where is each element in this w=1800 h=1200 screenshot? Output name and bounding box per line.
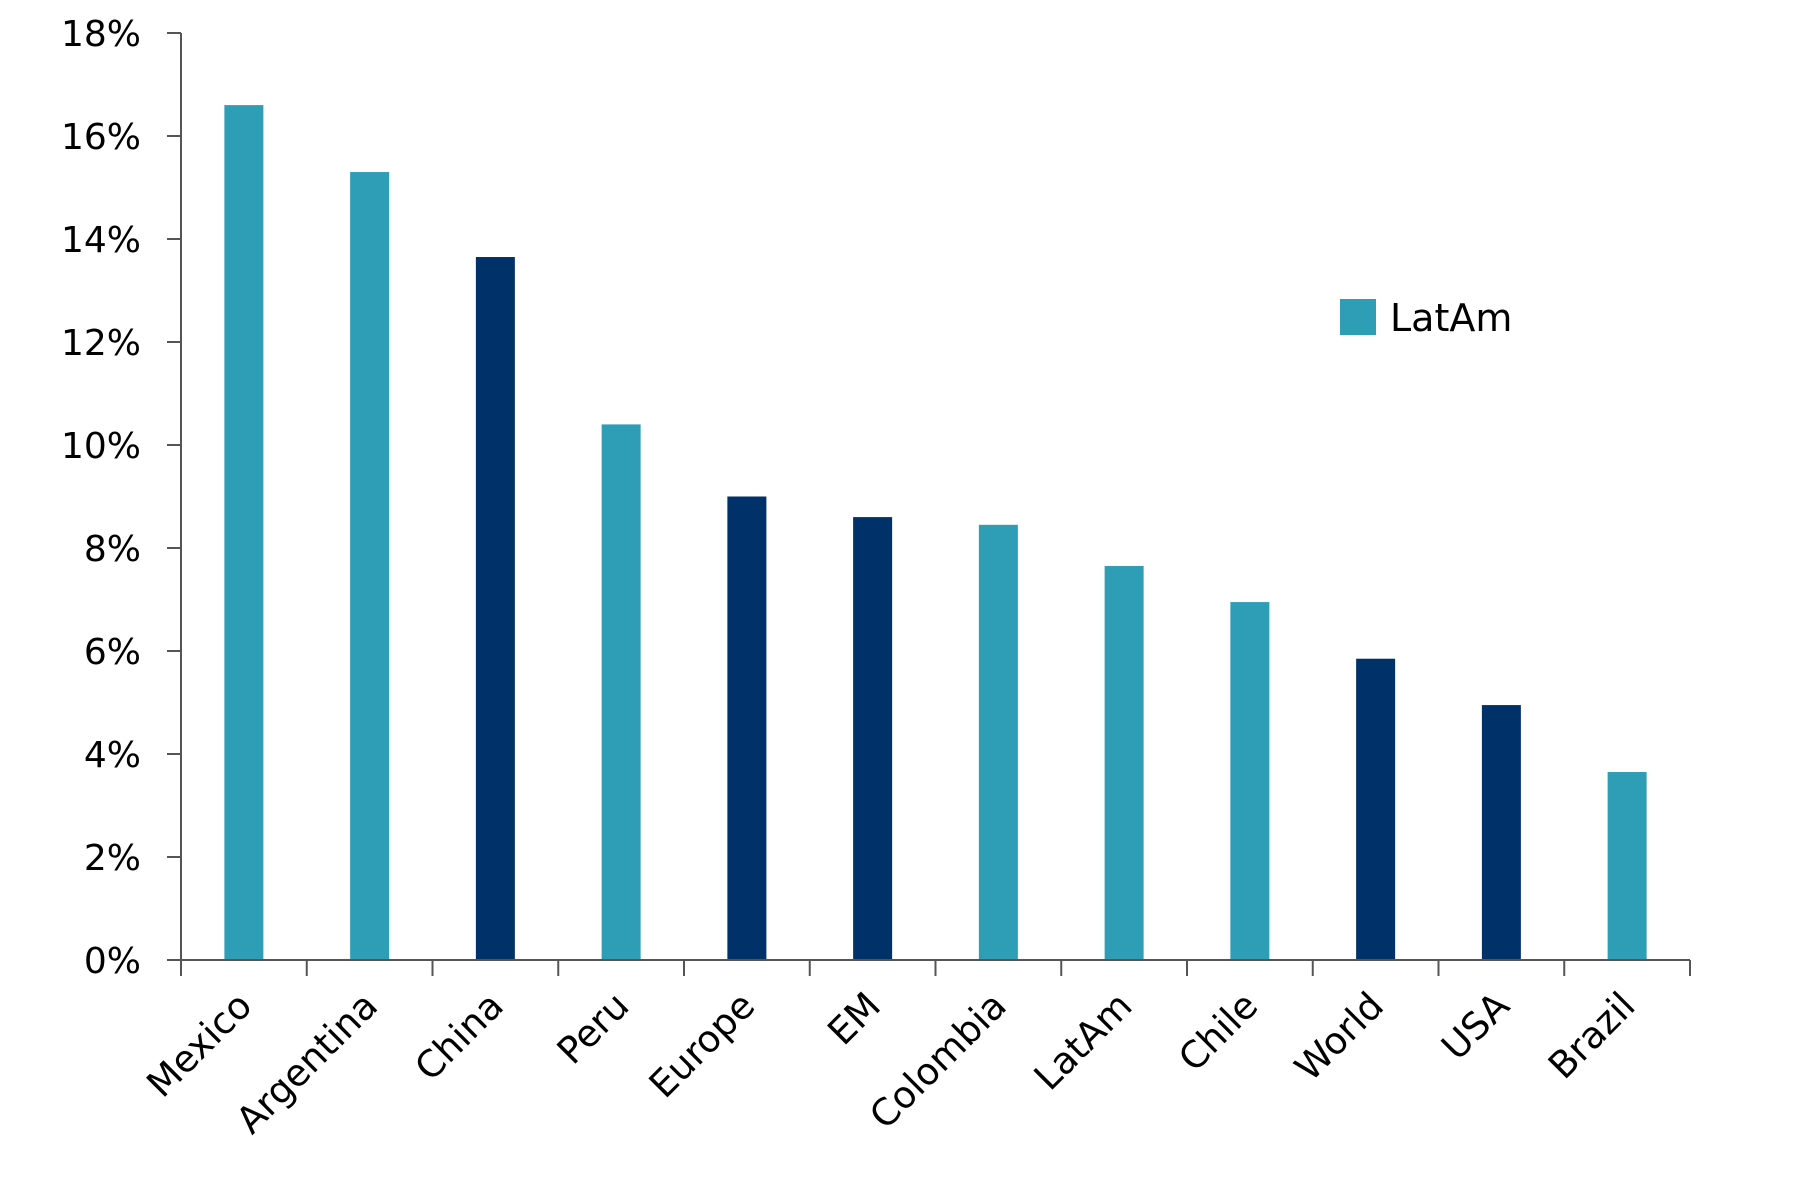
bars [224, 105, 1647, 961]
x-tick-label: USA [1433, 984, 1518, 1069]
x-axis [180, 959, 1691, 976]
bar-peru [601, 424, 641, 960]
x-tick-label: Europe [641, 984, 763, 1106]
bar-usa [1481, 705, 1521, 960]
x-tick-label: World [1287, 984, 1392, 1089]
y-axis: 0% 2% 4% 6% 8% 10% 12% 14% 16% 18% [61, 14, 182, 982]
y-tick-label: 16% [61, 117, 141, 158]
y-tick-label: 14% [61, 220, 141, 261]
y-tick-label: 12% [61, 323, 141, 364]
legend-swatch [1340, 299, 1376, 335]
bar-china [475, 257, 515, 960]
y-tick-label: 4% [84, 735, 141, 776]
bar-argentina [350, 172, 390, 961]
legend: LatAm [1340, 296, 1512, 340]
y-tick-label: 8% [84, 529, 141, 570]
x-tick-label: EM [819, 984, 889, 1054]
bar-chile [1230, 602, 1270, 960]
x-tick-label: Peru [549, 984, 638, 1073]
x-tick-label: Mexico [138, 984, 260, 1106]
bar-latam [1104, 566, 1144, 960]
bar-em [853, 517, 893, 960]
x-tick-label: China [407, 984, 512, 1089]
y-tick-label: 0% [84, 941, 141, 982]
y-tick-label: 10% [61, 426, 141, 467]
x-tick-label: Colombia [861, 984, 1014, 1137]
y-tick-label: 6% [84, 632, 141, 673]
bar-europe [727, 496, 767, 960]
bar-world [1356, 658, 1396, 960]
x-tick-label: Chile [1170, 984, 1266, 1080]
bar-mexico [224, 105, 264, 961]
bar-colombia [978, 524, 1018, 960]
x-tick-label: LatAm [1026, 984, 1141, 1099]
x-tick-label: Brazil [1540, 984, 1643, 1087]
legend-label: LatAm [1390, 296, 1512, 340]
bar-brazil [1607, 772, 1647, 960]
y-tick-label: 18% [61, 14, 141, 55]
y-tick-label: 2% [84, 838, 141, 879]
